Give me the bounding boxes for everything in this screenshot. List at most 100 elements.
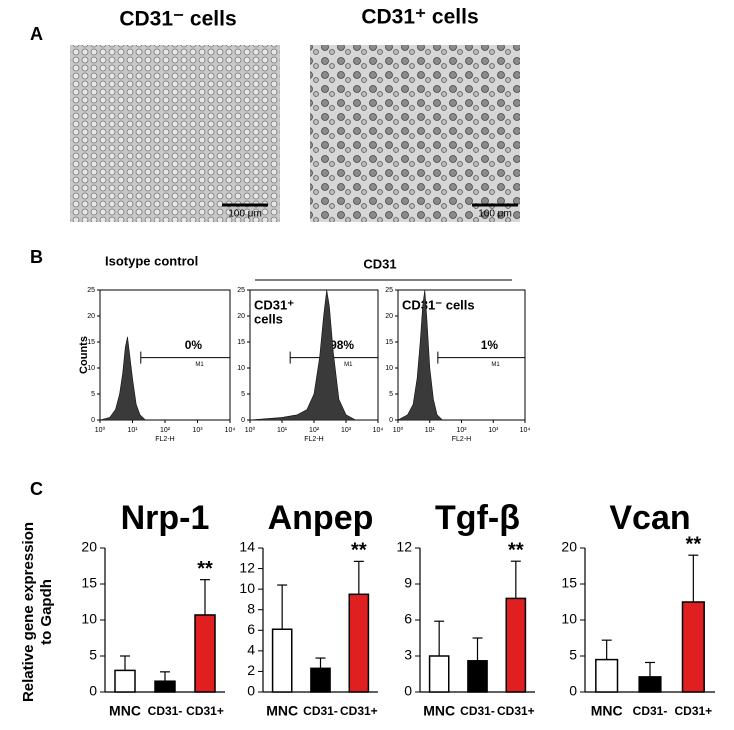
bar bbox=[638, 676, 662, 693]
y-tick-label: 12 bbox=[396, 539, 412, 555]
histogram-title: cells bbox=[254, 311, 283, 326]
x-tick-label: 10¹ bbox=[277, 427, 288, 434]
gate-label: M1 bbox=[491, 362, 500, 368]
y-tick-label: 15 bbox=[561, 575, 577, 591]
panel-label: A bbox=[30, 24, 43, 44]
histogram-area bbox=[99, 336, 147, 421]
y-tick-label: 5 bbox=[389, 391, 393, 398]
image-title: CD31⁺ cells bbox=[361, 6, 478, 29]
significance: ** bbox=[508, 539, 524, 561]
histogram-title: CD31⁻ cells bbox=[402, 297, 475, 312]
y-tick-label: 10 bbox=[239, 580, 255, 596]
y-tick-label: 4 bbox=[247, 642, 255, 658]
x-tick-label: CD31+ bbox=[340, 704, 378, 718]
y-axis-label: Counts bbox=[78, 336, 90, 374]
panel-label: C bbox=[30, 479, 43, 499]
panel-b-label: Isotype control bbox=[105, 253, 198, 268]
x-tick-label: 10³ bbox=[192, 427, 203, 434]
y-tick-label: 20 bbox=[87, 313, 95, 320]
x-tick-label: 10⁴ bbox=[373, 427, 384, 434]
scale-label: 100 μm bbox=[478, 209, 512, 220]
gate-label: M1 bbox=[344, 362, 353, 368]
y-tick-label: 2 bbox=[247, 662, 255, 678]
group-label: CD31 bbox=[363, 256, 396, 271]
x-tick-label: MNC bbox=[266, 703, 298, 719]
y-tick-label: 5 bbox=[241, 391, 245, 398]
micrograph bbox=[70, 45, 280, 222]
panel-label: B bbox=[30, 247, 43, 267]
y-tick-label: 0 bbox=[389, 417, 393, 424]
x-tick-label: 10⁰ bbox=[393, 426, 404, 434]
scale-label: 100 μm bbox=[228, 209, 262, 220]
x-tick-label: CD31- bbox=[633, 704, 668, 718]
y-tick-label: 20 bbox=[561, 539, 577, 555]
x-tick-label: 10² bbox=[309, 427, 320, 434]
y-tick-label: 6 bbox=[247, 621, 255, 637]
chart-title: Nrp-1 bbox=[121, 499, 210, 537]
y-tick-label: 20 bbox=[237, 313, 245, 320]
y-axis-label: Relative gene expressionto Gapdh bbox=[20, 522, 55, 702]
x-tick-label: 10² bbox=[160, 427, 171, 434]
y-tick-label: 8 bbox=[247, 600, 255, 616]
y-tick-label: 15 bbox=[385, 339, 393, 346]
bar bbox=[114, 669, 136, 693]
x-tick-label: CD31- bbox=[148, 704, 183, 718]
y-tick-label: 15 bbox=[87, 339, 95, 346]
x-tick-label: 10¹ bbox=[425, 427, 436, 434]
y-tick-label: 0 bbox=[404, 683, 412, 699]
y-tick-label: 9 bbox=[404, 575, 412, 591]
y-tick-label: 3 bbox=[404, 647, 412, 663]
y-tick-label: 10 bbox=[385, 365, 393, 372]
y-tick-label: 10 bbox=[561, 611, 577, 627]
y-tick-label: 10 bbox=[81, 611, 97, 627]
x-tick-label: MNC bbox=[423, 703, 455, 719]
x-tick-label: 10⁴ bbox=[520, 427, 531, 434]
x-tick-label: 10⁴ bbox=[225, 427, 236, 434]
y-tick-label: 0 bbox=[569, 683, 577, 699]
x-tick-label: 10² bbox=[456, 427, 467, 434]
bar bbox=[348, 593, 370, 693]
x-tick-label: MNC bbox=[591, 703, 623, 719]
y-tick-label: 5 bbox=[89, 647, 97, 663]
y-tick-label: 25 bbox=[385, 287, 393, 294]
y-tick-label: 5 bbox=[91, 391, 95, 398]
significance: ** bbox=[351, 540, 367, 562]
x-tick-label: CD31+ bbox=[674, 704, 712, 718]
y-tick-label: 10 bbox=[87, 365, 95, 372]
bar bbox=[595, 658, 619, 693]
y-axis-label-line: Relative gene expression bbox=[20, 522, 37, 702]
x-tick-label: 10¹ bbox=[127, 427, 138, 434]
x-tick-label: 10³ bbox=[341, 427, 352, 434]
x-tick-label: CD31+ bbox=[497, 704, 535, 718]
bar bbox=[310, 667, 331, 693]
histogram-area bbox=[397, 289, 444, 421]
y-axis-label-line: to Gapdh bbox=[38, 579, 55, 645]
x-tick-label: CD31- bbox=[460, 704, 495, 718]
bar bbox=[681, 601, 705, 693]
histogram-title: CD31⁺ bbox=[254, 297, 294, 312]
y-tick-label: 14 bbox=[239, 539, 255, 555]
y-tick-label: 25 bbox=[237, 287, 245, 294]
x-tick-label: CD31- bbox=[303, 704, 338, 718]
y-tick-label: 0 bbox=[89, 683, 97, 699]
histogram-area bbox=[249, 289, 356, 421]
significance: ** bbox=[686, 533, 702, 555]
percent-label: 1% bbox=[481, 338, 499, 352]
chart-title: Tgf-β bbox=[435, 499, 520, 537]
y-tick-label: 6 bbox=[404, 611, 412, 627]
bar bbox=[467, 660, 488, 693]
y-tick-label: 20 bbox=[81, 539, 97, 555]
percent-label: 98% bbox=[330, 338, 354, 352]
bar bbox=[271, 628, 293, 693]
y-tick-label: 0 bbox=[241, 417, 245, 424]
y-tick-label: 12 bbox=[239, 559, 255, 575]
chart-title: Anpep bbox=[268, 499, 374, 537]
bar bbox=[428, 655, 450, 693]
chart-title: Vcan bbox=[609, 499, 690, 537]
x-tick-label: 10⁰ bbox=[245, 426, 256, 434]
x-tick-label: MNC bbox=[109, 703, 141, 719]
micrograph bbox=[310, 45, 520, 222]
x-tick-label: 10³ bbox=[488, 427, 499, 434]
bar bbox=[505, 597, 527, 693]
